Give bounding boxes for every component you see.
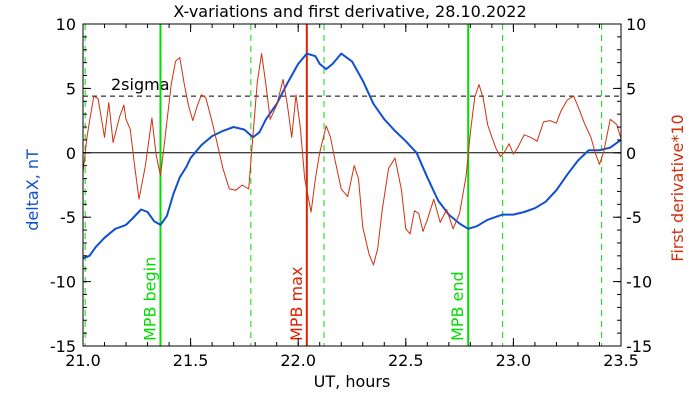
x-tick-label: 23.5 <box>603 351 639 370</box>
derivative-series-line <box>82 53 622 266</box>
x-tick-label: 23.0 <box>496 351 532 370</box>
x-tick-label: 22.5 <box>388 351 424 370</box>
y-tick-label-right: -5 <box>626 208 642 227</box>
x-tick-label: 22.0 <box>280 351 316 370</box>
plot-frame <box>82 23 622 347</box>
y-tick-label-left: 10 <box>56 15 76 34</box>
x-tick-label: 21.5 <box>173 351 209 370</box>
marker-label: MPB end <box>448 271 467 341</box>
data-series <box>82 52 622 266</box>
y-tick-label-right: 5 <box>626 79 636 98</box>
reference-lines: 2sigma <box>83 75 621 154</box>
event-markers: MPB begin MPB max MPB end <box>84 24 603 346</box>
x-tick-label: 21.0 <box>65 351 101 370</box>
y-tick-label-right: -10 <box>626 273 652 292</box>
y-tick-label-left: 0 <box>66 144 76 163</box>
y-tick-label-left: 5 <box>66 79 76 98</box>
y-tick-label-left: -5 <box>60 208 76 227</box>
y-tick-label-left: -15 <box>50 337 76 356</box>
y-axis-label-left: deltaX, nT <box>23 149 42 231</box>
marker-label: MPB max <box>287 267 306 341</box>
chart-title: X-variations and first derivative, 28.10… <box>173 2 526 21</box>
marker-label: MPB begin <box>140 257 159 341</box>
y-tick-label-right: 0 <box>626 144 636 163</box>
y-tick-label-left: -10 <box>50 273 76 292</box>
deltax-series-line <box>82 52 622 260</box>
y-tick-label-right: 10 <box>626 15 646 34</box>
x-axis-label: UT, hours <box>314 372 391 391</box>
y-axis-label-right: First derivative*10 <box>668 114 687 261</box>
axis-ticks: 21.0 21.5 22.0 22.5 23.0 23.5 10 10 5 5 0 0 -5 -5 -10 -… <box>50 15 652 370</box>
threshold-label: 2sigma <box>111 75 170 94</box>
y-tick-label-right: -15 <box>626 337 652 356</box>
